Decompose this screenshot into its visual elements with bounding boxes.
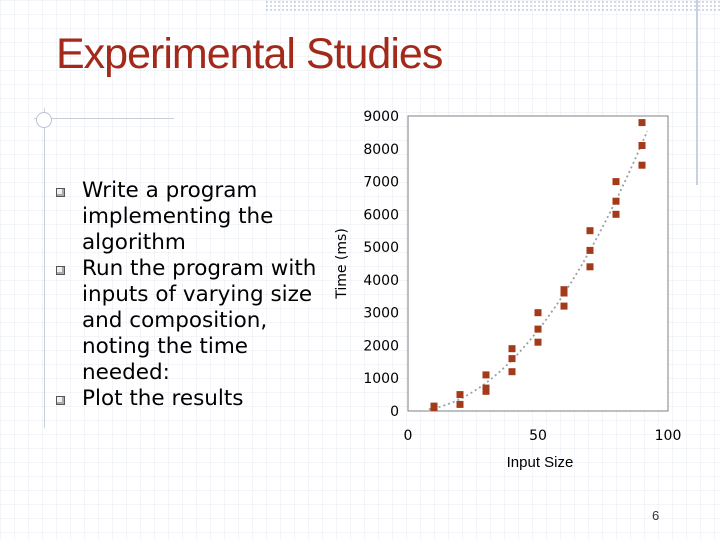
y-tick-label: 3000 — [363, 306, 399, 322]
x-axis-label: Input Size — [507, 454, 574, 471]
data-point — [612, 197, 620, 205]
y-tick-label: 7000 — [363, 175, 399, 191]
square-bullet-icon — [56, 188, 65, 197]
data-point — [638, 119, 646, 127]
bullet-item: Plot the results — [52, 386, 322, 412]
data-point — [586, 227, 594, 235]
data-point — [560, 289, 568, 297]
x-tick-label: 100 — [655, 428, 682, 444]
y-axis-label: Time (ms) — [334, 228, 350, 300]
data-point — [586, 263, 594, 271]
decorative-vertical-line — [44, 108, 45, 428]
bullet-text: Run the program with inputs of varying s… — [82, 256, 317, 385]
data-point — [534, 325, 542, 333]
data-point — [482, 371, 490, 379]
y-tick-label: 1000 — [363, 371, 399, 387]
top-decorative-band — [265, 0, 720, 12]
y-tick-label: 2000 — [363, 338, 399, 354]
bullet-list: Write a program implementing the algorit… — [52, 178, 322, 412]
data-point — [482, 387, 490, 395]
scatter-chart: Time (ms) Input Size 0100020003000400050… — [334, 109, 681, 471]
y-tick-label: 9000 — [363, 109, 399, 125]
x-tick-label: 0 — [404, 428, 413, 444]
bullet-text: Plot the results — [82, 386, 244, 411]
data-point — [638, 161, 646, 169]
data-point — [508, 355, 516, 363]
bullet-item: Write a program implementing the algorit… — [52, 178, 322, 256]
plot-frame — [407, 115, 669, 412]
data-point — [638, 142, 646, 149]
y-tick-label: 6000 — [363, 207, 399, 223]
data-point — [612, 178, 620, 186]
data-point — [456, 400, 464, 408]
data-point — [534, 309, 542, 317]
square-bullet-icon — [56, 266, 65, 275]
y-tick-label: 5000 — [363, 240, 399, 256]
slide-title: Experimental Studies — [56, 30, 443, 78]
data-point — [430, 404, 438, 412]
data-point — [456, 391, 464, 399]
decorative-circle — [36, 112, 52, 128]
bullet-item: Run the program with inputs of varying s… — [52, 256, 322, 386]
plot-area: 0 1000 2000 3000 4000 5000 6000 7000 8000 9000 0 50… — [363, 109, 681, 444]
y-tick-label: 0 — [390, 404, 399, 420]
decorative-horizontal-line — [34, 118, 174, 119]
y-tick-label: 8000 — [363, 142, 399, 158]
data-point — [508, 345, 516, 353]
x-tick-label: 50 — [529, 428, 547, 444]
data-point — [586, 246, 594, 254]
square-bullet-icon — [56, 396, 65, 405]
page-number: 6 — [652, 508, 660, 523]
bullet-text: Write a program implementing the algorit… — [82, 178, 274, 255]
data-point — [508, 368, 516, 376]
data-point — [560, 302, 568, 310]
y-tick-label: 4000 — [363, 273, 399, 289]
data-point — [612, 210, 620, 218]
data-point — [534, 338, 542, 346]
right-decorative-bar — [696, 0, 698, 185]
